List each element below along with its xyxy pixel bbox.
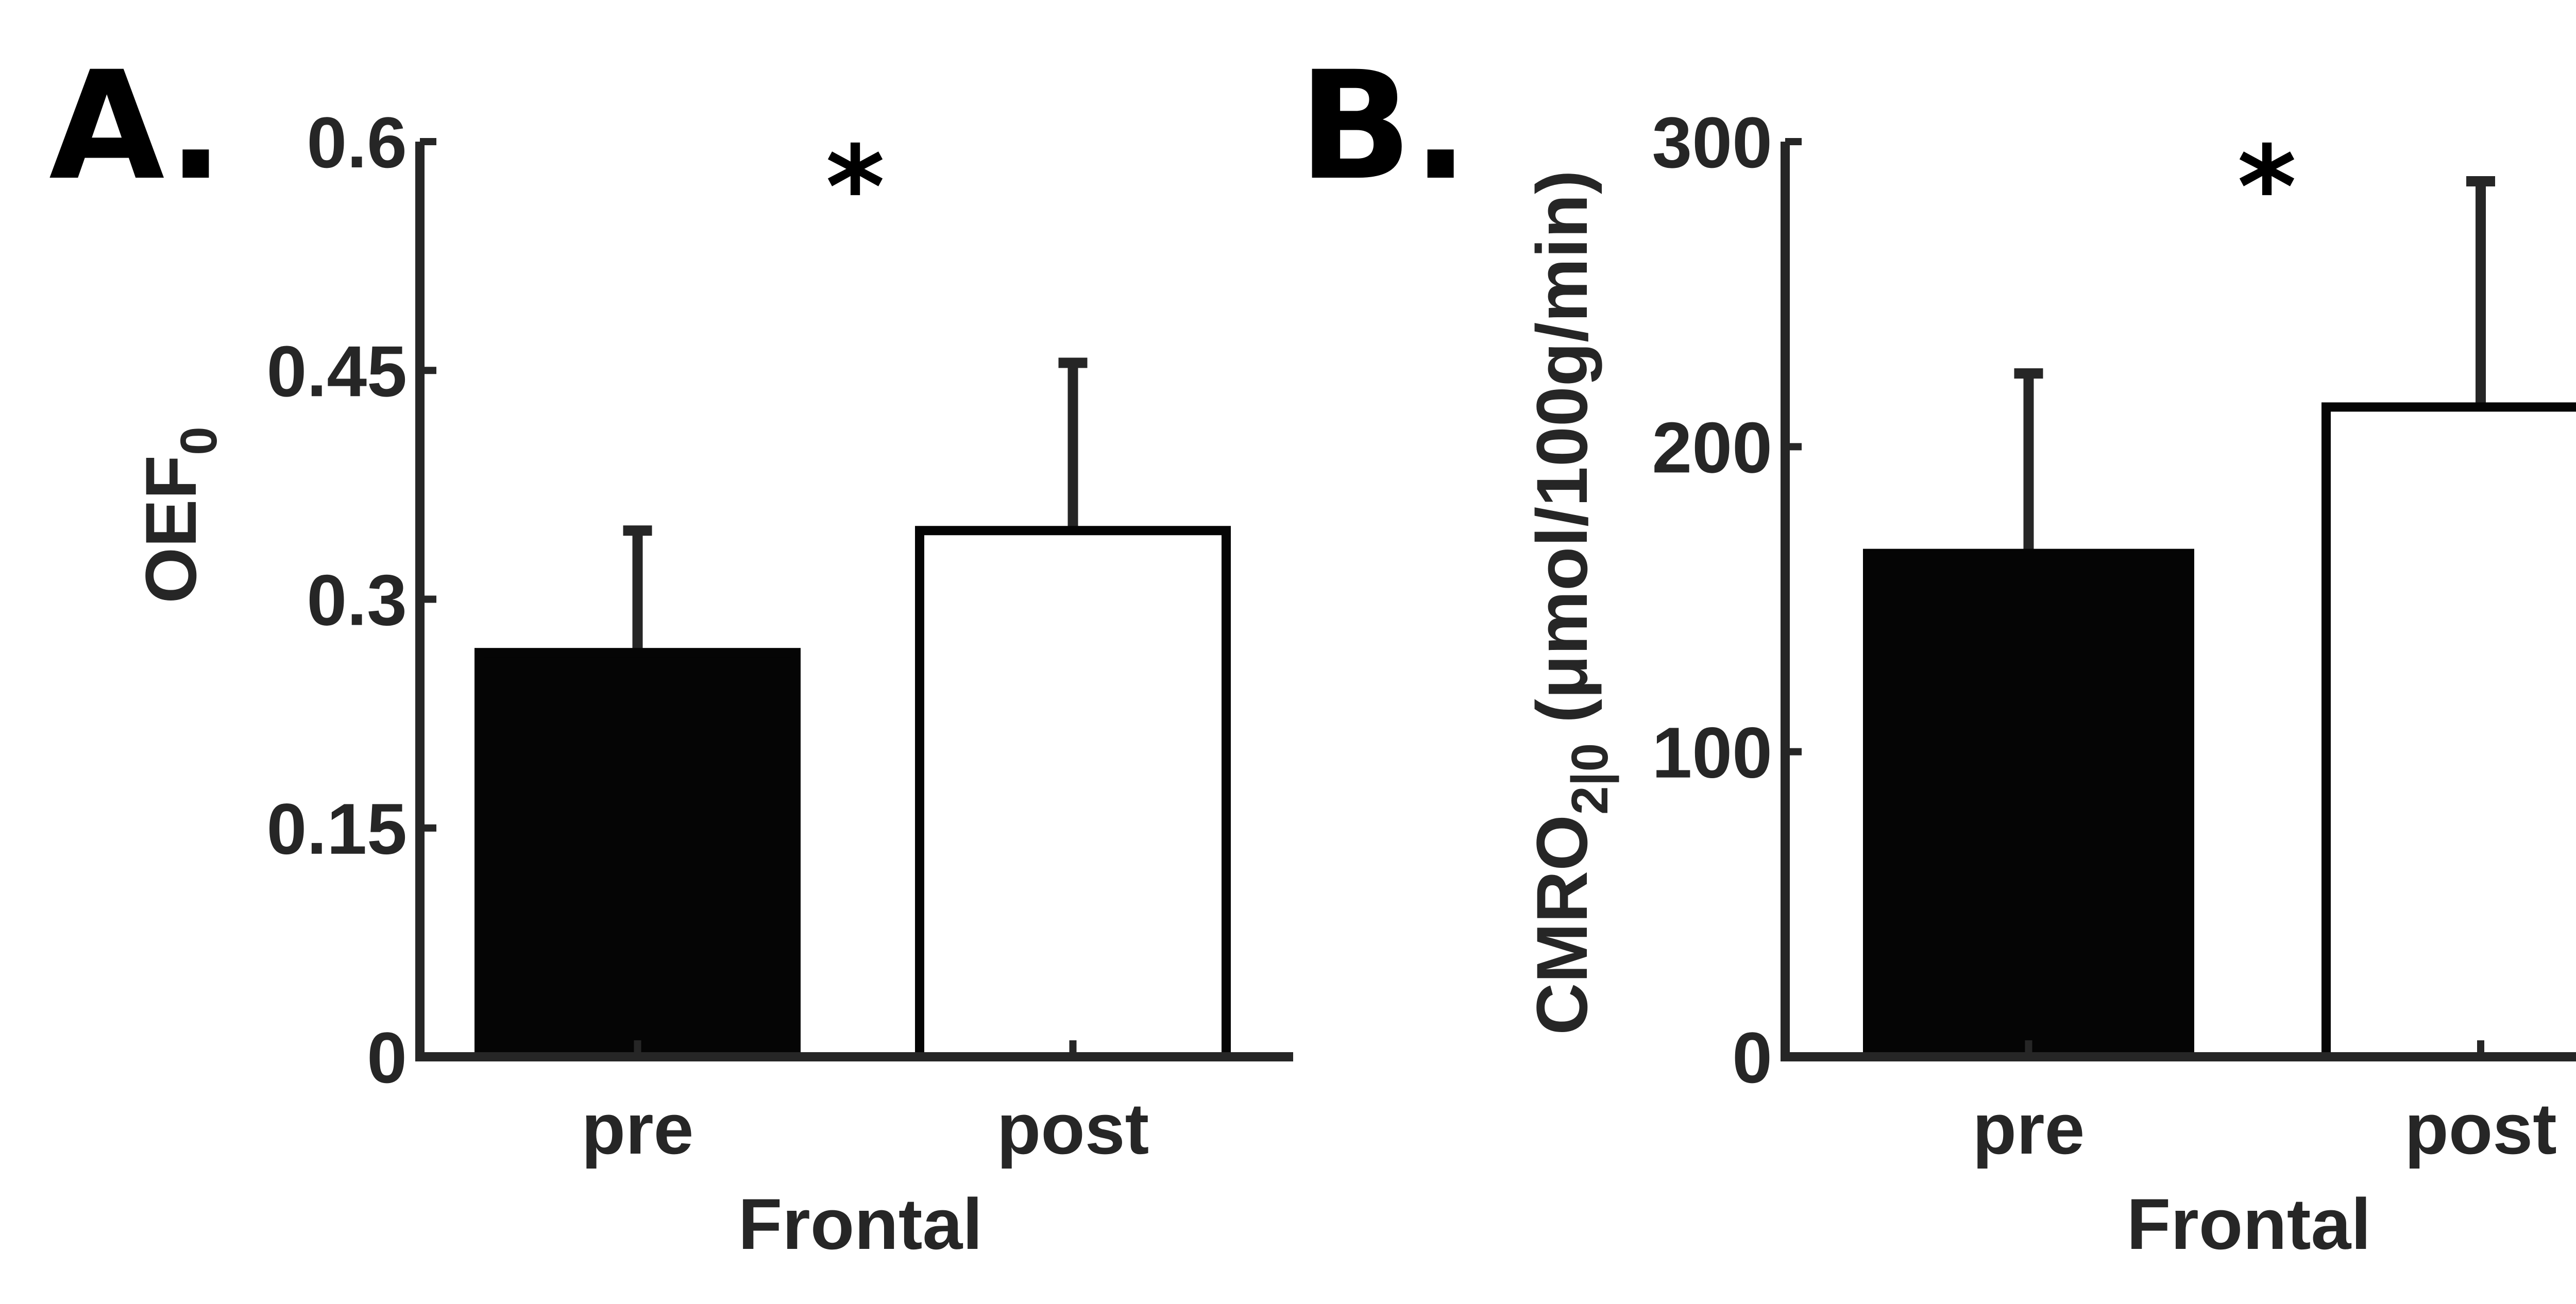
panel-a-y-tick-label: 0.6: [307, 102, 407, 183]
panel-b-x-axis-label: Frontal: [2127, 1183, 2371, 1264]
panel-a-bar-post: [915, 526, 1231, 1061]
panel-b-x-tick-label-post: post: [2404, 1088, 2557, 1169]
panel-a-y-tick-label: 0.3: [307, 560, 407, 641]
panel-b-y-tick-label: 200: [1652, 407, 1772, 488]
panel-a-x-axis-label: Frontal: [738, 1183, 982, 1264]
panel-b-x-tick-label-pre: pre: [1973, 1088, 2085, 1169]
panel-b-significance-star: *: [2237, 122, 2296, 253]
panel-a: A. * OEF0 Frontal 0 0.15 0.3 0.45 0.6 pre post: [49, 40, 1293, 1264]
panel-a-y-tick-label: 0: [367, 1017, 407, 1098]
panel-a-bar-pre: [474, 648, 801, 1061]
panel-b-plot-area: 0 100 200 300 pre post: [1652, 102, 2576, 1169]
panel-a-letter: A.: [49, 40, 224, 213]
panel-b-bar-pre: [1863, 548, 2194, 1061]
panel-b-y-tick-label: 100: [1652, 712, 1772, 793]
svg-text:CMRO2|0 (μmol/100g/min): CMRO2|0 (μmol/100g/min): [1521, 170, 1619, 1035]
svg-text:OEF0: OEF0: [130, 426, 228, 603]
panel-a-significance-star: *: [825, 122, 885, 253]
panel-a-y-tick-label: 0.45: [267, 331, 407, 411]
panel-b-y-axis-label: CMRO2|0 (μmol/100g/min): [1521, 170, 1619, 1035]
panel-b: B. * CMRO2|0 (μmol/100g/min) Frontal 0 10…: [1298, 40, 2576, 1264]
panel-a-y-tick-label: 0.15: [267, 788, 407, 869]
panel-b-y-tick-label: 0: [1732, 1017, 1772, 1098]
panel-a-plot-area: 0 0.15 0.3 0.45 0.6 pre post: [267, 102, 1293, 1169]
panel-a-x-tick-label-post: post: [997, 1088, 1149, 1169]
panel-b-y-tick-label: 300: [1652, 102, 1772, 183]
panel-b-bar-post: [2321, 402, 2576, 1062]
panel-b-letter: B.: [1298, 40, 1469, 213]
panel-a-x-tick-label-pre: pre: [582, 1088, 694, 1169]
panel-a-y-axis-label: OEF0: [130, 426, 228, 603]
